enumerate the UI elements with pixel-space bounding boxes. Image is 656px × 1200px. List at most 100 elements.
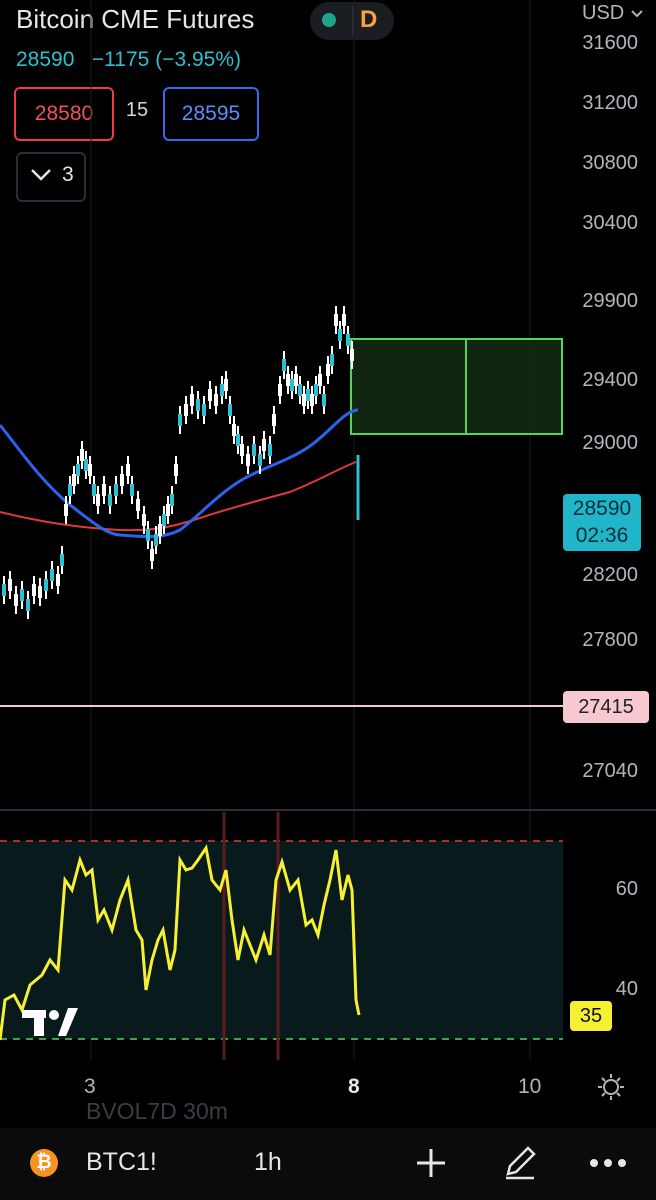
bottom-toolbar: [0, 1128, 656, 1200]
buy-button[interactable]: 28595: [163, 87, 259, 141]
candle-body: [120, 474, 124, 486]
candle-body: [306, 389, 310, 401]
candle-body: [96, 494, 100, 506]
candle-body: [338, 329, 342, 341]
pill-divider: [352, 6, 354, 36]
bitcoin-icon: ₿: [30, 1149, 58, 1177]
ma-blue-line: [0, 408, 359, 539]
price-axis-label: 29900: [582, 290, 638, 312]
candle-body: [84, 459, 88, 471]
candle-body: [150, 549, 154, 561]
candle-body: [38, 586, 42, 598]
candle-body: [314, 384, 318, 396]
candle-body: [334, 314, 338, 326]
price-axis-label: 31200: [582, 92, 638, 114]
price-axis-label: 29000: [582, 432, 638, 454]
candle-body: [142, 514, 146, 526]
candle-body: [310, 394, 314, 406]
ma-red-line: [0, 461, 357, 532]
hidden-study-label: BVOL7D 30m: [86, 1098, 228, 1124]
price-axis-label: 30400: [582, 212, 638, 234]
chevron-down-icon: [31, 169, 51, 181]
pen-icon[interactable]: [500, 1142, 540, 1182]
price-axis-label: 27800: [582, 629, 638, 651]
indicators-count: 3: [62, 163, 74, 186]
candle-body: [56, 574, 60, 586]
price-axis-label: 28200: [582, 564, 638, 586]
candle-body: [224, 379, 228, 391]
delayed-data-badge[interactable]: D: [360, 6, 378, 33]
current-price-tag: [563, 494, 641, 551]
candle-body: [76, 464, 80, 476]
candle-body: [294, 374, 298, 386]
price-change-pct: (−3.95%): [155, 48, 241, 71]
candle-body: [50, 569, 54, 581]
candle-body: [44, 579, 48, 591]
candle-body: [298, 384, 302, 396]
time-axis-label: 8: [348, 1075, 360, 1098]
candle-body: [202, 404, 206, 416]
candle-body: [236, 434, 240, 446]
rsi-line: [0, 844, 361, 1041]
candle-body: [136, 499, 140, 511]
plus-icon[interactable]: [414, 1146, 448, 1180]
price-change: −1175: [91, 48, 150, 71]
candle-body: [108, 494, 112, 506]
candle-body: [130, 484, 134, 496]
sell-button[interactable]: 28580: [14, 87, 114, 141]
candle-body: [326, 364, 330, 376]
price-axis-label: 27040: [582, 760, 638, 782]
candle-body: [174, 464, 178, 476]
candle-body: [232, 424, 236, 436]
candle-body: [252, 444, 256, 456]
candle-body: [126, 464, 130, 476]
candle-body: [80, 449, 84, 461]
candle-body: [26, 599, 30, 611]
candle-body: [342, 314, 346, 326]
candle-body: [178, 414, 182, 426]
candle-body: [32, 584, 36, 596]
candle-body: [228, 404, 232, 416]
more-icon[interactable]: [588, 1156, 628, 1170]
settings-icon[interactable]: [596, 1072, 626, 1102]
rsi-axis-label: 60: [615, 878, 638, 900]
price-chart[interactable]: [0, 0, 656, 1130]
candle-body: [166, 504, 170, 516]
rsi-value-tag: 35: [570, 1001, 612, 1031]
price-candles: [2, 306, 354, 619]
candle-body: [170, 494, 174, 506]
candle-body: [258, 454, 262, 466]
indicators-toggle-button[interactable]: [16, 152, 86, 202]
candle-body: [64, 504, 68, 516]
currency-selector[interactable]: USD: [582, 2, 644, 25]
candle-body: [158, 524, 162, 536]
candle-body: [220, 384, 224, 396]
candle-body: [282, 359, 286, 371]
time-axis-label: 3: [84, 1075, 96, 1098]
candle-body: [240, 444, 244, 456]
candle-body: [8, 579, 12, 591]
candle-body: [20, 589, 24, 601]
candle-body: [88, 464, 92, 476]
candle-body: [286, 374, 290, 386]
candle-body: [214, 394, 218, 406]
candle-body: [350, 349, 354, 361]
candle-body: [196, 399, 200, 411]
candle-body: [318, 374, 322, 386]
current-price-value: 28590: [572, 497, 632, 520]
time-axis-label: 10: [518, 1075, 542, 1098]
interval-button[interactable]: 1h: [254, 1148, 282, 1176]
symbol-title[interactable]: Bitcoin CME Futures: [16, 4, 255, 34]
symbol-button[interactable]: BTC1!: [86, 1148, 157, 1176]
candle-body: [208, 389, 212, 401]
candle-body: [190, 394, 194, 406]
candle-body: [246, 454, 250, 466]
candle-body: [184, 404, 188, 416]
price-axis-label: 31600: [582, 32, 638, 54]
price-axis-label: 29400: [582, 369, 638, 391]
candle-body: [302, 394, 306, 406]
candle-body: [346, 334, 350, 346]
level-price-tag[interactable]: 27415: [563, 691, 649, 723]
tradingview-logo: [22, 1008, 78, 1036]
spread-value: 15: [125, 99, 149, 121]
